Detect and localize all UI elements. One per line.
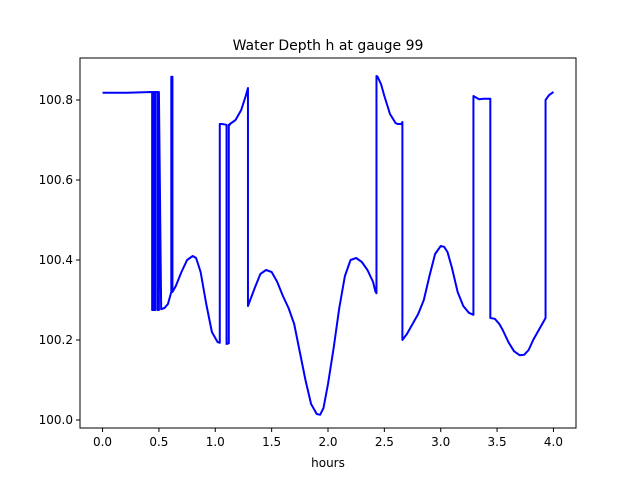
y-tick-label: 100.2 bbox=[39, 333, 73, 347]
x-tick-label: 1.0 bbox=[206, 435, 225, 449]
x-tick-label: 0.0 bbox=[93, 435, 112, 449]
plot-area bbox=[102, 75, 555, 416]
y-tick-label: 100.6 bbox=[39, 173, 73, 187]
y-tick-label: 100.8 bbox=[39, 93, 73, 107]
y-tick-label: 100.0 bbox=[39, 413, 73, 427]
x-tick-label: 0.5 bbox=[149, 435, 168, 449]
chart-title: Water Depth h at gauge 99 bbox=[233, 38, 424, 54]
x-axis: 0.0 0.5 1.0 1.5 2.0 2.5 3.0 3.5 4.0 bbox=[93, 428, 563, 449]
x-tick-label: 3.0 bbox=[431, 435, 450, 449]
y-tick-label: 100.4 bbox=[39, 253, 73, 267]
y-axis: 100.0 100.2 100.4 100.6 100.8 bbox=[39, 93, 80, 427]
x-tick-label: 2.5 bbox=[375, 435, 394, 449]
x-tick-label: 1.5 bbox=[262, 435, 281, 449]
x-tick-label: 3.5 bbox=[488, 435, 507, 449]
series-line-0 bbox=[102, 75, 555, 416]
x-tick-label: 4.0 bbox=[544, 435, 563, 449]
x-axis-label: hours bbox=[311, 456, 345, 470]
x-tick-label: 2.0 bbox=[318, 435, 337, 449]
